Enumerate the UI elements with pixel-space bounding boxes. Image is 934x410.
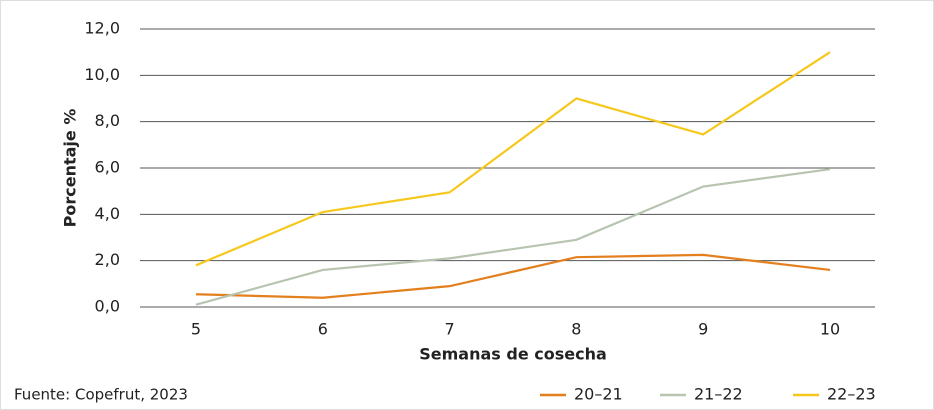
y-axis-label: Porcentaje % <box>61 109 80 228</box>
y-tick-label: 10,0 <box>84 65 120 84</box>
y-tick-label: 0,0 <box>95 297 120 316</box>
x-tick-label: 7 <box>445 320 455 339</box>
x-tick-label: 9 <box>698 320 708 339</box>
x-axis-label: Semanas de cosecha <box>419 345 607 364</box>
legend-label: 21–22 <box>694 385 743 404</box>
series-line <box>195 51 831 267</box>
x-tick-label: 5 <box>191 320 201 339</box>
series-line <box>195 253 831 299</box>
x-tick-label: 10 <box>820 320 840 339</box>
y-tick-label: 2,0 <box>95 250 120 269</box>
series-line <box>195 168 831 306</box>
y-tick-label: 8,0 <box>95 111 120 130</box>
source: Fuente: Copefrut, 2023 <box>14 386 188 404</box>
y-tick-label: 4,0 <box>95 204 120 223</box>
legend-label: 20–21 <box>574 385 623 404</box>
y-tick-label: 6,0 <box>95 158 120 177</box>
legend-label: 22–23 <box>827 385 876 404</box>
x-tick-label: 6 <box>318 320 328 339</box>
x-tick-label: 8 <box>571 320 581 339</box>
y-tick-label: 12,0 <box>84 19 120 38</box>
